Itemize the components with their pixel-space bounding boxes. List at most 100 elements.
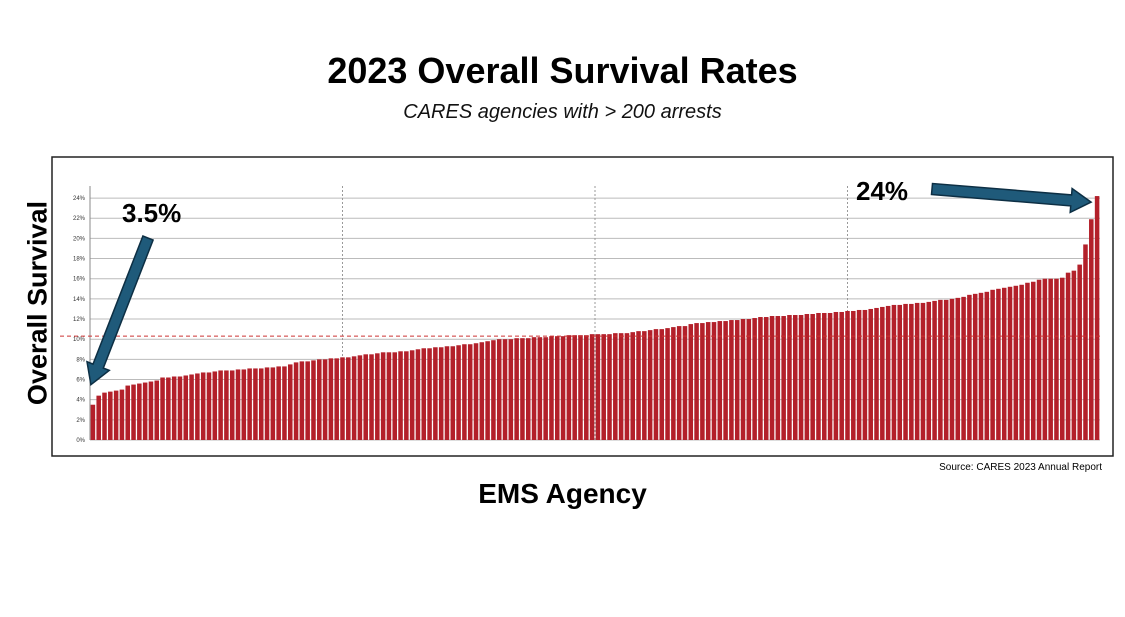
- bar: [1042, 278, 1048, 440]
- x-axis-label: EMS Agency: [478, 478, 647, 509]
- bar: [293, 362, 299, 440]
- bar: [555, 336, 560, 440]
- bar: [601, 334, 606, 440]
- bar: [496, 339, 502, 440]
- y-tick-label: 14%: [73, 297, 86, 303]
- bar: [572, 335, 577, 440]
- y-tick-label: 0%: [76, 438, 85, 444]
- bar: [305, 361, 310, 440]
- bar: [636, 331, 641, 440]
- bar: [781, 316, 786, 440]
- bar: [1060, 277, 1065, 440]
- bar: [502, 339, 508, 440]
- y-axis-label: Overall Survival: [22, 200, 53, 406]
- bar: [816, 312, 821, 440]
- bar: [804, 314, 810, 440]
- bar: [287, 364, 293, 440]
- y-tick-labels: 0% 2% 4% 6% 8% 10% 12% 14% 16% 18% 20% 22% 24%: [73, 196, 86, 444]
- grid-lines: [89, 186, 1100, 441]
- bar: [462, 344, 467, 440]
- bar: [392, 352, 398, 440]
- bar: [171, 376, 177, 440]
- bar: [990, 289, 995, 440]
- bar: [810, 314, 815, 440]
- bar: [467, 344, 473, 440]
- bar: [380, 352, 386, 440]
- bar: [798, 315, 804, 440]
- bar: [961, 296, 966, 440]
- bar: [444, 346, 450, 440]
- bar: [1007, 286, 1013, 440]
- bar: [1089, 219, 1094, 440]
- bar: [613, 333, 618, 440]
- bar: [166, 377, 171, 440]
- bar: [386, 352, 392, 440]
- bar: [874, 307, 879, 440]
- bar: [1030, 281, 1036, 440]
- bar: [113, 390, 119, 440]
- bar: [235, 369, 241, 440]
- bar: [543, 337, 548, 440]
- bar: [711, 322, 717, 440]
- bar: [525, 338, 531, 440]
- bar: [630, 332, 635, 440]
- bar: [1065, 272, 1071, 440]
- bar: [531, 337, 537, 440]
- bar-series: [90, 196, 1100, 440]
- y-tick-label: 24%: [73, 196, 86, 202]
- chart-subtitle: CARES agencies with > 200 arrests: [403, 101, 722, 123]
- bar: [578, 335, 583, 440]
- bar: [903, 303, 908, 440]
- bar: [508, 339, 514, 440]
- bar: [967, 294, 972, 440]
- bar: [415, 349, 421, 440]
- bar: [700, 323, 705, 440]
- bar: [1054, 278, 1059, 440]
- bar: [1013, 285, 1019, 440]
- y-tick-label: 2%: [76, 418, 85, 424]
- bar: [142, 382, 148, 440]
- bar: [839, 311, 844, 440]
- bar: [189, 374, 194, 440]
- bar: [212, 371, 218, 440]
- bar: [421, 348, 427, 440]
- bar: [682, 326, 688, 440]
- bar: [1019, 284, 1024, 440]
- bar: [787, 315, 792, 440]
- bar: [705, 322, 711, 440]
- bar: [375, 353, 380, 440]
- y-tick-label: 16%: [73, 277, 86, 283]
- bar: [299, 361, 305, 440]
- bar: [369, 354, 374, 440]
- bar: [891, 304, 897, 440]
- bar: [769, 316, 775, 440]
- bar: [665, 328, 670, 440]
- bar: [485, 341, 490, 440]
- bar: [653, 329, 659, 440]
- y-tick-label: 10%: [73, 337, 86, 343]
- bar: [102, 392, 107, 440]
- bar: [595, 334, 601, 440]
- bar: [746, 319, 752, 440]
- bar: [618, 333, 624, 440]
- bar: [1001, 287, 1007, 440]
- bar: [740, 319, 746, 440]
- bar: [1077, 264, 1082, 440]
- bar: [642, 331, 647, 440]
- bar: [792, 315, 798, 440]
- bar: [920, 302, 926, 440]
- bar: [1083, 244, 1088, 440]
- bar: [479, 342, 485, 440]
- bar: [758, 317, 763, 440]
- bar: [752, 318, 757, 440]
- bar: [775, 316, 781, 440]
- bar: [827, 312, 833, 440]
- bar: [647, 330, 653, 440]
- bar: [885, 305, 891, 440]
- bar: [456, 345, 461, 440]
- bar: [932, 300, 937, 440]
- bar: [340, 357, 345, 440]
- bar: [996, 288, 1001, 440]
- bar: [943, 299, 949, 440]
